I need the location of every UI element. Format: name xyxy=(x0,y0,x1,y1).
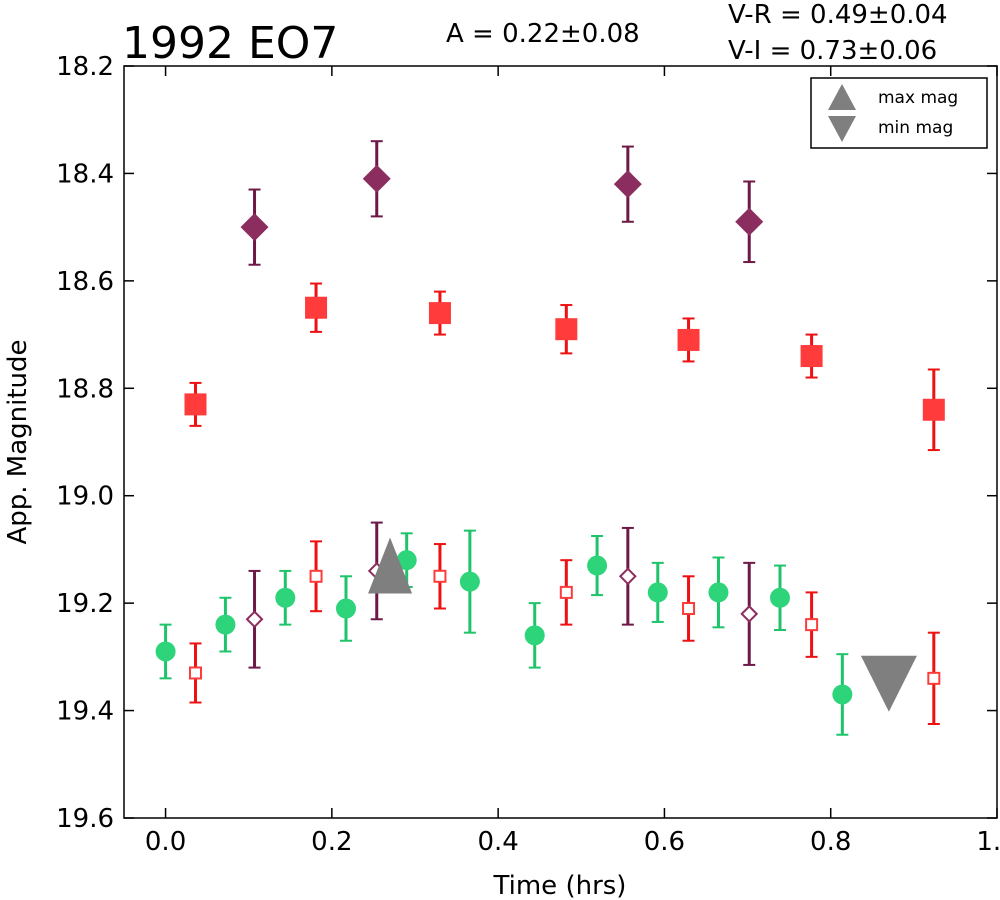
data-point xyxy=(305,296,328,319)
data-point xyxy=(524,625,545,646)
data-point xyxy=(769,587,790,608)
data-point xyxy=(309,569,323,583)
legend: max mag min mag xyxy=(810,77,988,149)
amplitude-annotation: A = 0.22±0.08 xyxy=(446,19,640,49)
data-point xyxy=(677,328,700,351)
x-tick-label: 0.6 xyxy=(644,827,685,857)
data-point xyxy=(647,582,668,603)
data-point xyxy=(587,555,608,576)
y-tick-label: 18.8 xyxy=(56,374,114,404)
legend-min-mag-label: min mag xyxy=(878,118,953,138)
y-tick-label: 19.2 xyxy=(56,589,114,619)
data-point xyxy=(708,582,729,603)
data-point xyxy=(335,598,356,619)
y-tick-label: 19.0 xyxy=(56,482,114,512)
data-point xyxy=(800,345,823,368)
data-point xyxy=(613,170,642,199)
y-tick-label: 18.2 xyxy=(56,52,114,82)
y-tick-label: 19.6 xyxy=(56,804,114,834)
data-point xyxy=(618,567,637,586)
legend-min-mag-marker xyxy=(828,116,856,142)
min-mag-marker xyxy=(860,655,917,712)
data-point xyxy=(362,164,391,193)
data-point xyxy=(428,302,451,325)
x-axis-label: Time (hrs) xyxy=(493,871,627,900)
plot-frame xyxy=(123,65,998,819)
y-tick-label: 19.4 xyxy=(56,697,114,727)
x-tick-label: 0.0 xyxy=(145,827,186,857)
data-point xyxy=(927,671,941,685)
max-mag-marker xyxy=(368,537,413,594)
data-point xyxy=(555,318,578,341)
vi-annotation: V-I = 0.73±0.06 xyxy=(728,36,937,66)
data-point xyxy=(155,641,176,662)
x-tick-label: 0.4 xyxy=(477,827,518,857)
data-point xyxy=(184,393,207,416)
data-point xyxy=(189,666,203,680)
data-point xyxy=(275,587,296,608)
y-tick-label: 18.4 xyxy=(56,159,114,189)
chart-title: 1992 EO7 xyxy=(122,18,338,69)
data-point xyxy=(245,610,264,629)
data-point xyxy=(240,213,269,242)
x-tick-label: 1.0 xyxy=(976,827,1000,857)
data-point xyxy=(922,398,945,421)
data-point xyxy=(215,614,236,635)
plot-marks xyxy=(155,140,945,736)
data-point xyxy=(805,618,819,632)
vr-annotation: V-R = 0.49±0.04 xyxy=(728,0,948,30)
data-point xyxy=(682,602,696,616)
x-tick-label: 0.8 xyxy=(810,827,851,857)
data-point xyxy=(559,585,573,599)
legend-max-mag-marker xyxy=(828,84,856,110)
x-tick-label: 0.2 xyxy=(311,827,352,857)
data-point xyxy=(740,604,759,623)
data-point xyxy=(832,684,853,705)
data-point xyxy=(433,569,447,583)
legend-max-mag-label: max mag xyxy=(878,88,958,108)
data-point xyxy=(396,550,417,571)
y-axis-label: App. Magnitude xyxy=(3,339,33,544)
data-point xyxy=(735,207,764,236)
axis-ticks: 0.0 0.2 0.4 0.6 0.8 1.0 18.2 18.4 18.6 18.8 19.0 19… xyxy=(56,52,1000,857)
y-tick-label: 18.6 xyxy=(56,267,114,297)
data-point xyxy=(459,571,480,592)
